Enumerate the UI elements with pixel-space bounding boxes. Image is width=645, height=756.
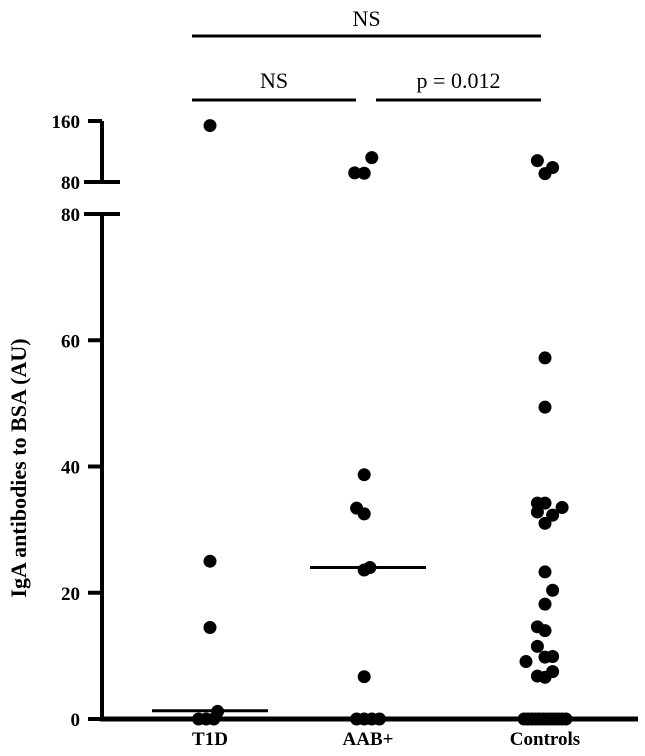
data-point [538, 516, 552, 530]
y-tick-label: 20 [61, 584, 80, 605]
data-points [192, 119, 573, 726]
data-point [530, 639, 544, 653]
x-tick-label: T1D [192, 729, 228, 750]
y-ticks: 0 20 40 60 80 80 160 [52, 112, 120, 731]
data-point [546, 161, 560, 175]
data-point [546, 665, 560, 679]
x-tick-label: AAB+ [343, 729, 394, 750]
y-tick-label: 160 [52, 112, 81, 133]
significance-label: NS [352, 6, 380, 31]
significance-label: p = 0.012 [417, 68, 501, 93]
data-point [538, 400, 552, 414]
data-point [519, 655, 533, 669]
data-point [538, 565, 552, 579]
axes [100, 121, 638, 722]
data-point [530, 154, 544, 168]
data-point [559, 712, 573, 726]
data-point [546, 650, 560, 664]
data-point [372, 712, 386, 726]
data-point [538, 496, 552, 510]
data-point [555, 501, 569, 515]
data-point [546, 508, 560, 522]
data-point [357, 670, 371, 684]
data-point [538, 597, 552, 611]
data-point [203, 554, 217, 568]
y-axis-label: IgA antibodies to BSA (AU) [6, 338, 31, 597]
significance-label: NS [260, 68, 288, 93]
y-tick-label: 0 [71, 710, 81, 731]
y-tick-label: 40 [61, 458, 80, 479]
y-tick-label: 60 [61, 331, 80, 352]
median-lines [152, 566, 426, 713]
y-tick-label: 80 [61, 205, 80, 226]
data-point [203, 119, 217, 133]
data-point [538, 351, 552, 365]
data-point [546, 583, 560, 597]
x-categories: T1D AAB+ Controls [192, 729, 580, 750]
significance-brackets: NS NS p = 0.012 [192, 6, 541, 102]
data-point [203, 620, 217, 634]
y-tick-label: 80 [61, 173, 80, 194]
x-tick-label: Controls [510, 729, 580, 750]
data-point [357, 166, 371, 180]
data-point [530, 620, 544, 634]
data-point [357, 468, 371, 482]
data-point [348, 166, 362, 180]
data-point [365, 151, 379, 165]
data-point [211, 704, 225, 718]
data-point [350, 501, 364, 515]
data-point [363, 561, 377, 574]
